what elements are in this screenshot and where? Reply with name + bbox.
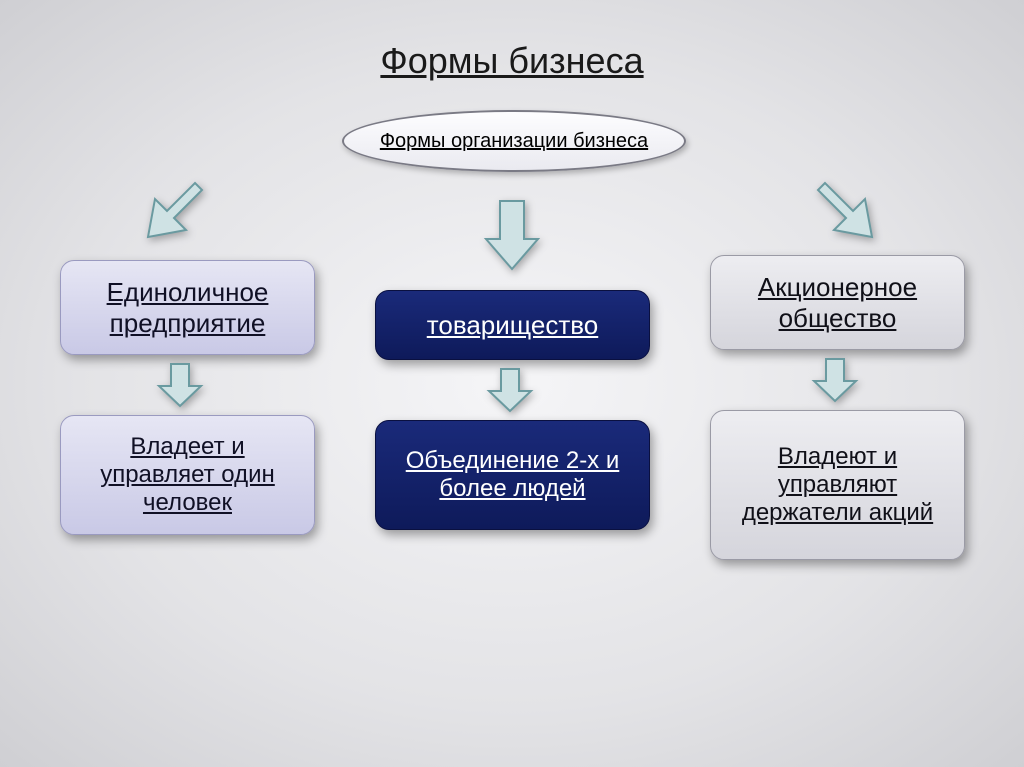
left-head-box: Единоличное предприятие — [60, 260, 315, 355]
left-desc-box: Владеет и управляет один человек — [60, 415, 315, 535]
mid-desc-label: Объединение 2-х и более людей — [394, 447, 631, 503]
left-desc-label: Владеет и управляет один человек — [79, 433, 296, 517]
arrow-to-left — [140, 175, 210, 245]
arrow-left-down — [155, 360, 205, 410]
mid-head-label: товарищество — [427, 310, 599, 341]
root-node: Формы организации бизнеса — [342, 110, 686, 172]
right-head-label: Акционерное общество — [729, 272, 946, 334]
right-head-box: Акционерное общество — [710, 255, 965, 350]
arrow-to-mid — [480, 195, 544, 275]
mid-desc-box: Объединение 2-х и более людей — [375, 420, 650, 530]
arrow-to-right — [810, 175, 880, 245]
left-head-label: Единоличное предприятие — [79, 277, 296, 339]
right-desc-box: Владеют и управляют держатели акций — [710, 410, 965, 560]
diagram-title: Формы бизнеса — [0, 40, 1024, 82]
right-desc-label: Владеют и управляют держатели акций — [729, 443, 946, 527]
arrow-right-down — [810, 355, 860, 405]
arrow-mid-down — [485, 365, 535, 415]
mid-head-box: товарищество — [375, 290, 650, 360]
root-label: Формы организации бизнеса — [380, 130, 648, 153]
